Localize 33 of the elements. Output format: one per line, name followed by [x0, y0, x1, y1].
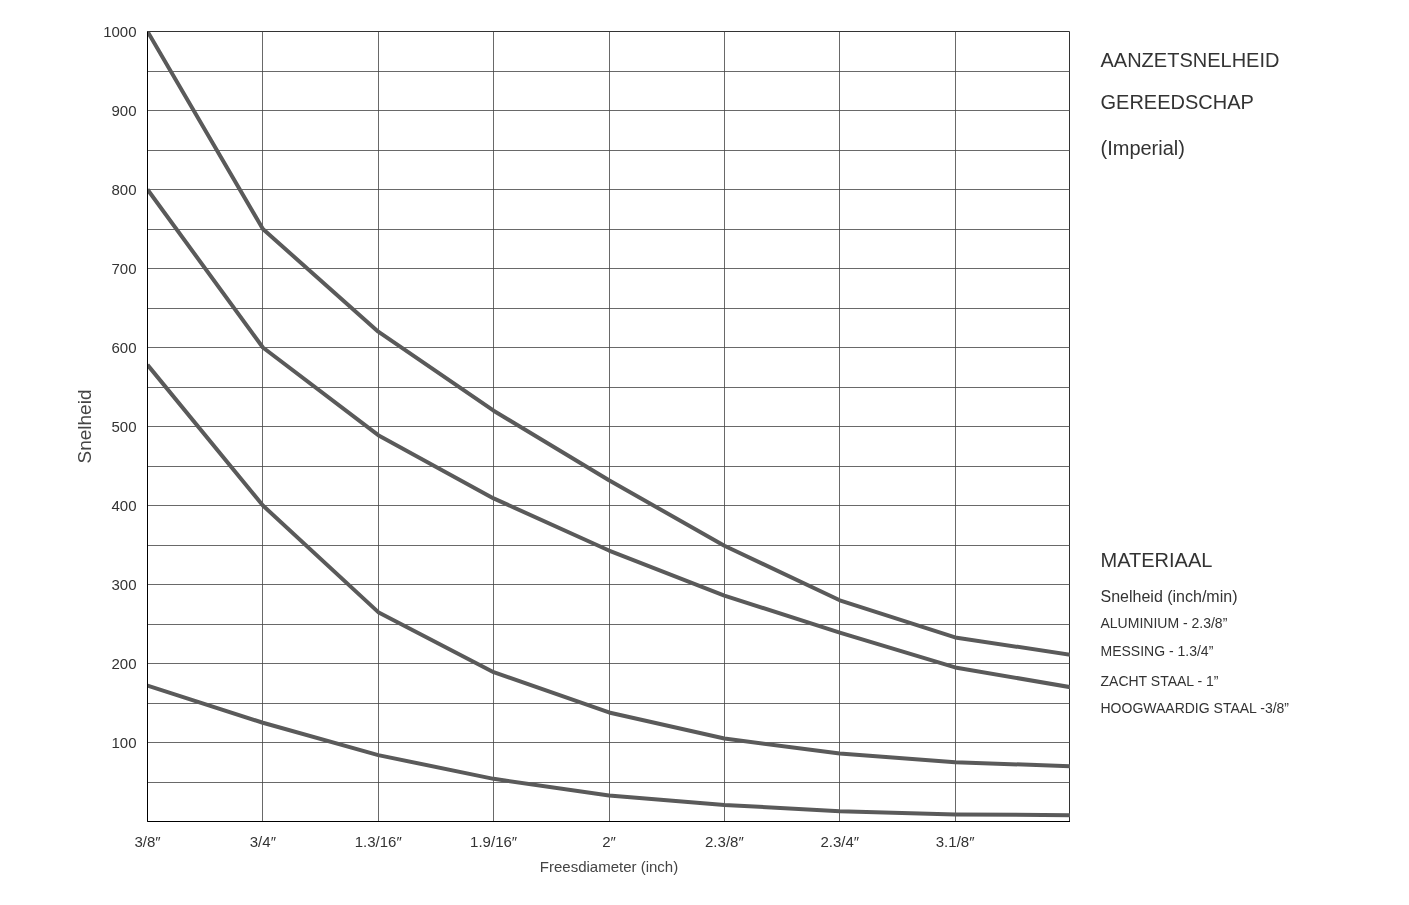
text: (Imperial): [1100, 136, 1185, 159]
x-tick-label: 1.3/16″: [354, 832, 403, 850]
x-tick-label: 2″: [602, 832, 617, 850]
text: AANZETSNELHEID: [1100, 48, 1280, 71]
x-tick-label: 3/4″: [249, 832, 277, 850]
text: HOOGWAARDIG STAAL -3/8”: [1100, 699, 1290, 716]
x-tick-label: 3/8″: [134, 832, 162, 850]
x-axis-title: Freesdiameter (inch): [539, 857, 679, 875]
y-axis-title: Snelheid: [74, 389, 96, 464]
y-tick-label: 200: [111, 654, 137, 672]
x-tick-label: 3.1/8″: [935, 832, 976, 850]
y-tick-label: 100: [111, 733, 137, 751]
y-tick-label: 900: [111, 101, 137, 119]
text: MATERIAAL: [1100, 548, 1213, 571]
text: ZACHT STAAL - 1”: [1100, 672, 1219, 689]
y-tick-label: 800: [111, 180, 137, 198]
y-tick-label: 400: [111, 496, 137, 514]
y-tick-label: 300: [111, 575, 137, 593]
text: GEREEDSCHAP: [1100, 90, 1254, 113]
y-tick-label: 700: [111, 259, 137, 277]
line-series: [147, 31, 1070, 657]
text: Snelheid (inch/min): [1100, 587, 1238, 605]
line-series: [147, 362, 1070, 769]
x-tick-label: 1.9/16″: [470, 832, 518, 850]
line-series: [147, 683, 1070, 818]
y-tick-label: 1000: [103, 22, 137, 40]
line-series: [147, 187, 1070, 690]
text: ALUMINIUM - 2.3/8”: [1100, 614, 1228, 631]
x-tick-label: 2.3/4″: [820, 832, 860, 850]
y-tick-label: 600: [111, 338, 137, 356]
y-tick-label: 500: [111, 417, 137, 435]
text: MESSING - 1.3/4”: [1100, 642, 1214, 659]
x-tick-label: 2.3/8″: [705, 832, 745, 850]
